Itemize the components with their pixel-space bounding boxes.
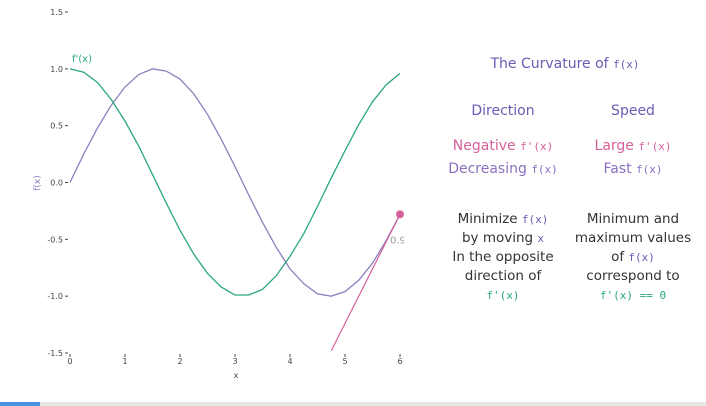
description-line: of f(x)	[611, 248, 655, 267]
text: Decreasing	[448, 161, 532, 177]
y-tick-label: 1.0	[50, 65, 63, 74]
x-tick-label: 3	[232, 357, 237, 366]
description-line: Minimum and	[587, 210, 679, 228]
text: maximum values	[574, 230, 692, 246]
code-text: x	[537, 232, 545, 245]
code-text: f(x)	[613, 58, 640, 71]
text: correspond to	[586, 268, 680, 284]
y-tick-label: 1.5	[50, 8, 63, 17]
description-line: In the opposite	[452, 248, 553, 266]
x-tick-label: 2	[177, 357, 182, 366]
code-text: f(x)	[628, 251, 655, 264]
chart: x f(x) -1.5 -1.0 -0.5 0.0 0.5 1.0 1.5 0 1 2 3 4 5 6 f'…	[33, 8, 406, 380]
code-text: f'(x) == 0	[599, 289, 667, 302]
x-axis-label: x	[234, 371, 239, 380]
property-row: Fast f(x)	[603, 160, 662, 179]
text: Large	[594, 138, 639, 154]
tangent-label: 0.9	[390, 235, 406, 246]
line-series	[69, 68, 401, 297]
description-line: f'(x) == 0	[600, 286, 666, 305]
panel-title: The Curvature of f(x)	[490, 55, 639, 74]
tangent-group: 0.9	[330, 210, 406, 351]
y-tick-label: 0.0	[50, 179, 63, 188]
property-row: Large f'(x)	[595, 137, 672, 156]
code-text: f(x)	[521, 213, 549, 226]
column-heading: Direction	[471, 103, 535, 119]
text: In the opposite	[452, 249, 554, 265]
property-row: Decreasing f(x)	[448, 160, 558, 179]
x-tick-label: 6	[397, 357, 402, 366]
text: by moving	[461, 230, 538, 246]
description-line: maximum values	[575, 229, 691, 247]
text: The Curvature of	[490, 56, 614, 72]
series-label: f'(x)	[72, 54, 92, 65]
text: of	[611, 249, 629, 265]
code-text: f'(x)	[638, 140, 672, 153]
description-line: f'(x)	[486, 286, 519, 305]
text: Minimize	[457, 211, 522, 227]
x-tick-label: 4	[287, 357, 292, 366]
y-tick-label: 0.5	[50, 122, 63, 131]
column-heading: Speed	[611, 103, 655, 119]
code-text: f'(x)	[520, 140, 554, 153]
text: direction of	[464, 268, 542, 284]
y-axis-label: f(x)	[33, 175, 43, 191]
description-line: direction of	[465, 267, 541, 285]
description-line: Minimize f(x)	[458, 210, 549, 229]
text: Minimum and	[586, 211, 680, 227]
code-text: f'(x)	[486, 289, 520, 302]
text: Fast	[603, 161, 637, 177]
x-tick-label: 1	[122, 357, 127, 366]
code-text: f(x)	[636, 163, 663, 176]
x-tick-label: 0	[67, 357, 72, 366]
explanation-panel: The Curvature of f(x) Direction Negative f…	[420, 0, 706, 400]
x-tick-label: 5	[342, 357, 347, 366]
y-tick-label: -1.5	[47, 349, 63, 358]
line-series	[69, 68, 401, 296]
progress-bar	[0, 402, 706, 406]
tangent-line	[330, 214, 401, 351]
description-line: by moving x	[462, 229, 544, 248]
text: Negative	[452, 138, 521, 154]
progress	[0, 402, 40, 406]
property-row: Negative f'(x)	[453, 137, 553, 156]
tangent-point	[396, 210, 404, 219]
code-text: f(x)	[531, 163, 558, 176]
description-line: correspond to	[586, 267, 679, 285]
y-tick-label: -1.0	[47, 292, 63, 301]
y-tick-label: -0.5	[47, 235, 63, 244]
